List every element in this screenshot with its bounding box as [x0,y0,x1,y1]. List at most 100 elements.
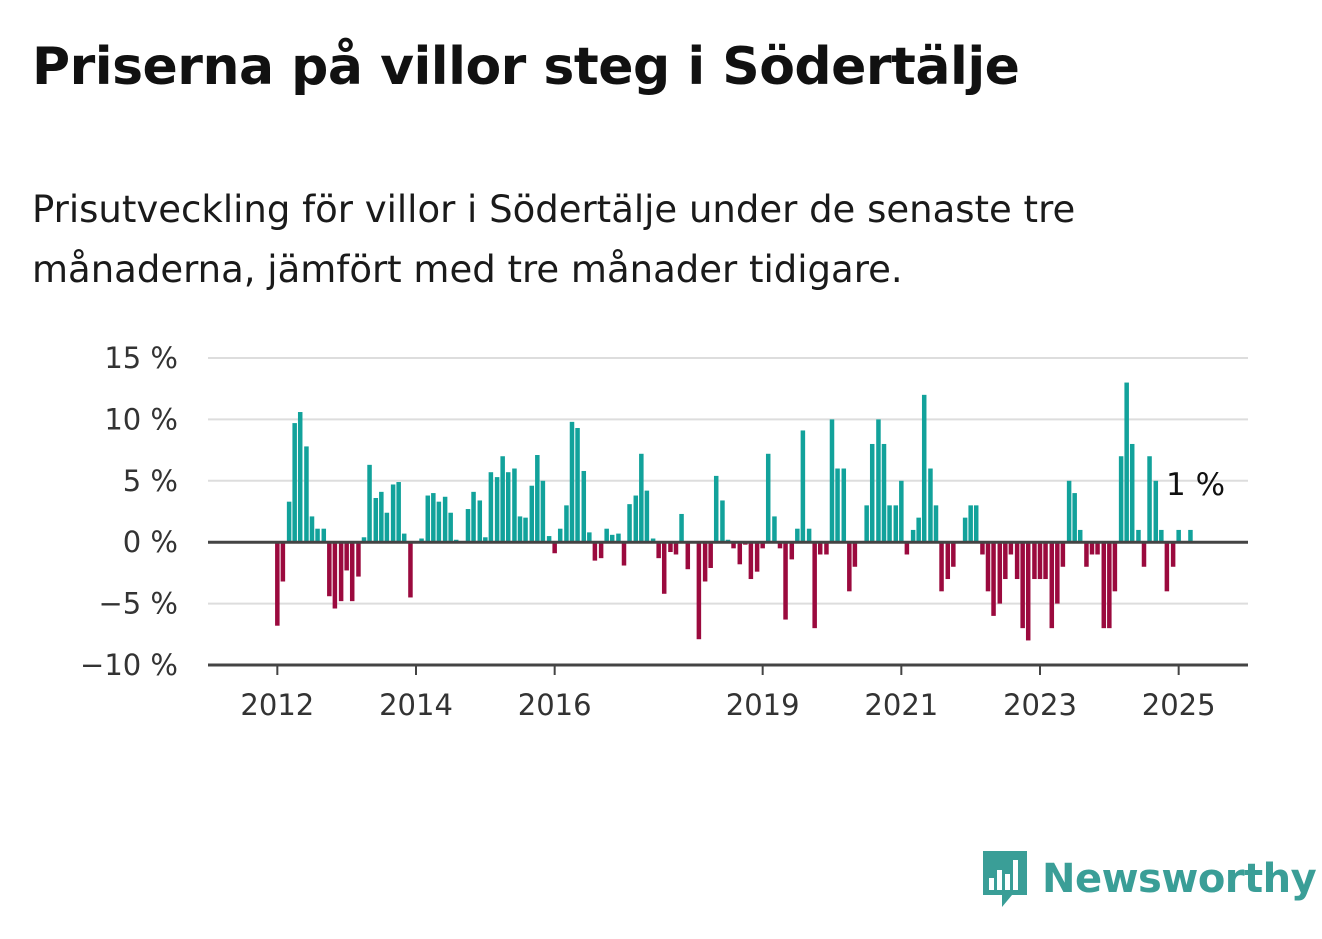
bar [881,443,887,543]
gridlines [208,357,1248,605]
bar [656,542,661,559]
bar [904,542,910,555]
bar [1112,542,1118,592]
bar [962,517,968,543]
bar [297,412,303,543]
bar [349,542,355,602]
bar [604,528,609,543]
bar [910,529,916,543]
bar [1136,529,1141,543]
bar [367,464,372,543]
chart-title: Priserna på villor steg i Södertälje [32,37,1020,97]
bar [517,516,523,543]
axes [208,540,1248,667]
bar [396,482,401,543]
bar [795,528,800,543]
bar [1164,542,1170,592]
bar [1049,542,1055,629]
bar [361,537,367,543]
bar [494,477,500,543]
bar [720,500,725,543]
bar [379,491,384,543]
bar [921,394,927,543]
bar [315,528,320,543]
bar [575,427,580,543]
bar [829,419,835,543]
newsworthy-logo-icon [983,851,1027,907]
bar [419,538,424,543]
bar [280,542,286,582]
y-tick-label: 5 % [123,464,178,498]
bar [933,505,939,543]
bar [783,542,788,620]
bar [477,500,483,543]
bar [512,468,517,543]
newsworthy-logo: Newsworthy [980,848,1317,910]
x-tick-label: 2021 [864,688,938,722]
bar [777,542,783,549]
bar [639,453,644,543]
bar [621,542,627,566]
bar [1077,529,1083,543]
bar [384,512,390,543]
bar [800,430,806,543]
bar [835,468,840,543]
bar [1159,529,1164,543]
bar [1141,542,1147,567]
bar [442,496,448,543]
bar [731,542,736,549]
bar [344,542,349,571]
x-tick-label: 2023 [1003,688,1077,722]
bar [916,517,921,543]
bar [408,542,413,598]
bar [1176,529,1181,543]
last-value-label: 1 % [1166,467,1225,503]
bar [598,542,604,559]
bar [356,542,361,577]
bar [939,542,944,592]
bar [321,528,327,543]
y-axis-ticks: 15 % 10 % 5 % 0 % −5 % −10 % [80,341,178,682]
y-tick-label: 0 % [123,525,178,559]
bar [1008,542,1014,555]
bar [985,542,991,592]
bar [661,542,667,594]
bar [980,542,985,555]
brand-name: Newsworthy [1042,856,1317,902]
bar [1084,542,1089,567]
bar [928,468,933,543]
bar [887,505,892,543]
bar [535,455,540,543]
bar [869,443,875,543]
bar [1101,542,1107,629]
bar [1089,542,1095,555]
y-tick-label: −5 % [98,587,178,621]
bar [1043,542,1048,580]
bar [817,542,823,555]
bar [505,472,511,543]
bar [436,501,442,543]
y-tick-label: 10 % [104,402,178,436]
y-tick-label: −10 % [80,648,178,682]
chart-subtitle: Prisutveckling för villor i Södertälje u… [32,188,1076,291]
bar [754,542,760,572]
bar [1032,542,1037,580]
bar [789,542,795,560]
bar [1060,542,1066,567]
bar [841,468,847,543]
bar [1170,542,1176,567]
bar [1153,480,1159,543]
bar [1025,542,1031,641]
bar [523,517,528,543]
bar [592,542,598,561]
bar [876,419,881,543]
y-tick-label: 15 % [104,341,178,375]
x-axis-ticks: 2012 2014 2016 2019 2021 2023 2025 [240,665,1216,722]
bar [702,542,708,582]
bar [685,542,691,570]
bar [431,493,436,543]
bar [425,495,431,543]
bar [1037,542,1043,580]
bar [609,534,615,543]
bar [708,542,713,568]
